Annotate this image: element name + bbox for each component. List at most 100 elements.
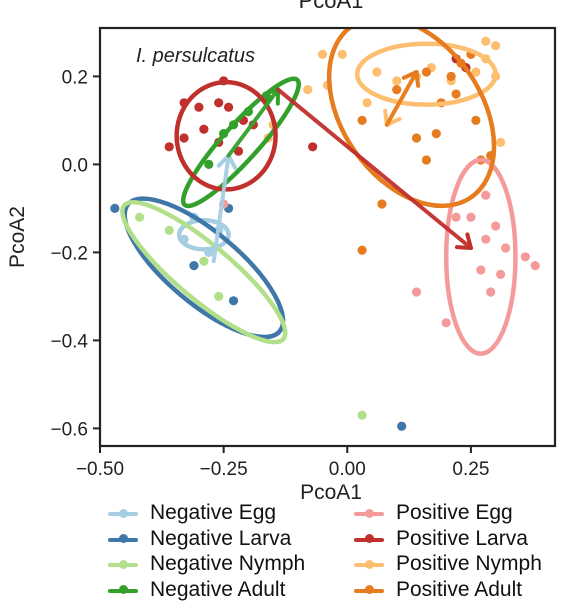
negative-adult-ellipse	[180, 76, 301, 209]
positive-nymph-point	[303, 85, 313, 95]
negative-egg-ellipse	[176, 217, 231, 252]
y-tick-label: 0.2	[62, 67, 88, 88]
x-tick-label: 0.00	[329, 459, 366, 480]
positive-egg-point	[486, 287, 496, 297]
positive-egg-point	[500, 243, 511, 253]
legend-item-negative-nymph: Negative Nymph	[108, 551, 305, 577]
positive-egg-point	[530, 261, 540, 271]
positive-nymph-point	[491, 41, 501, 51]
negative-nymph-point	[199, 256, 209, 266]
negative-adult-point	[204, 159, 214, 169]
plot-area	[110, 28, 540, 431]
legend-swatch	[108, 585, 138, 594]
legend-marker	[365, 534, 374, 543]
legend-column-positive: Positive Egg Positive Larva Positive Nymph…	[354, 500, 542, 602]
positive-adult-point	[357, 115, 367, 125]
legend-swatch	[354, 559, 384, 569]
positive-egg-point	[491, 221, 501, 231]
chart-title: PcoA1	[299, 0, 364, 13]
negative-egg-trajectory-arrow	[211, 153, 238, 264]
y-axis: 0.2 0.0 −0.2 −0.4 −0.6	[50, 67, 100, 440]
positive-egg-point	[441, 318, 451, 328]
legend-label: Negative Egg	[150, 501, 277, 524]
positive-egg-point	[481, 190, 491, 200]
negative-larva-point	[397, 421, 407, 431]
positive-nymph-point	[317, 49, 328, 60]
x-tick-label: 0.25	[452, 459, 489, 480]
legend-swatch	[354, 585, 384, 594]
positive-egg-point	[476, 265, 486, 275]
y-tick-label: −0.2	[50, 243, 88, 264]
arrows-layer	[211, 70, 473, 264]
positive-adult-point	[421, 67, 432, 77]
legend-item-negative-adult: Negative Adult	[108, 577, 305, 603]
positive-adult-point	[451, 89, 461, 99]
legend-marker	[119, 585, 128, 594]
positive-larva-trajectory-arrow	[276, 87, 473, 250]
y-tick-label: 0.0	[62, 155, 88, 176]
positive-nymph-point	[471, 67, 481, 77]
positive-egg-point	[411, 287, 422, 297]
legend-marker	[365, 508, 374, 518]
positive-larva-point	[194, 102, 204, 112]
legend-marker	[365, 559, 374, 569]
positive-egg-point	[520, 252, 530, 262]
positive-adult-point	[446, 71, 456, 81]
positive-egg-point	[495, 269, 506, 279]
positive-nymph-ellipse	[354, 41, 498, 107]
legend-swatch	[108, 508, 138, 518]
positive-larva-point	[164, 142, 174, 152]
legend-label: Negative Larva	[150, 526, 292, 550]
negative-nymph-ellipse	[120, 200, 288, 345]
negative-nymph-point	[164, 225, 174, 235]
positive-egg-point	[451, 212, 461, 222]
negative-nymph-point	[357, 410, 367, 420]
x-tick-label: −0.50	[76, 459, 124, 480]
positive-nymph-point	[362, 98, 372, 108]
y-tick-label: −0.6	[50, 419, 88, 440]
positive-larva-ellipse	[174, 79, 278, 192]
legend-label: Positive Adult	[396, 577, 523, 601]
positive-larva-point	[214, 98, 224, 108]
legend-label: Negative Nymph	[150, 552, 306, 575]
legend-label: Positive Nymph	[396, 552, 542, 575]
positive-egg-point	[481, 234, 491, 244]
negative-nymph-point	[134, 212, 145, 222]
legend-swatch	[354, 508, 384, 518]
legend-item-positive-nymph: Positive Nymph	[354, 551, 542, 577]
legend-label: Negative Adult	[150, 577, 286, 601]
legend-marker	[119, 508, 128, 518]
positive-adult-point	[392, 85, 402, 95]
legend-swatch	[354, 534, 384, 543]
positive-larva-point	[179, 133, 189, 143]
y-tick-label: −0.4	[50, 331, 88, 352]
positive-nymph-point	[372, 67, 382, 77]
negative-nymph-point	[214, 291, 224, 301]
positive-adult-point	[471, 115, 481, 125]
positive-larva-point	[199, 124, 209, 134]
legend-item-negative-larva: Negative Larva	[108, 526, 305, 552]
legend-item-positive-larva: Positive Larva	[354, 526, 542, 552]
positive-nymph-point	[337, 49, 347, 60]
species-annotation: I. persulcatus	[136, 45, 255, 67]
legend-marker	[119, 559, 128, 569]
legend-label: Positive Larva	[396, 526, 528, 550]
x-tick-label: −0.25	[200, 459, 248, 480]
positive-adult-point	[411, 133, 422, 143]
positive-nymph-point	[392, 76, 402, 86]
positive-adult-point	[421, 155, 432, 165]
x-axis: −0.50 −0.25 0.00 0.25	[76, 446, 489, 480]
positive-adult-point	[377, 199, 387, 209]
positive-adult-point	[357, 245, 367, 255]
legend-label: Positive Egg	[396, 501, 513, 524]
legend-marker	[365, 585, 374, 594]
positive-adult-point	[431, 129, 441, 139]
negative-larva-point	[228, 296, 239, 306]
positive-larva-point	[233, 146, 244, 156]
positive-nymph-point	[495, 137, 506, 147]
legend-item-positive-adult: Positive Adult	[354, 577, 542, 603]
legend-item-positive-egg: Positive Egg	[354, 500, 542, 526]
legend-item-negative-egg: Negative Egg	[108, 500, 305, 526]
positive-egg-point	[466, 212, 476, 222]
